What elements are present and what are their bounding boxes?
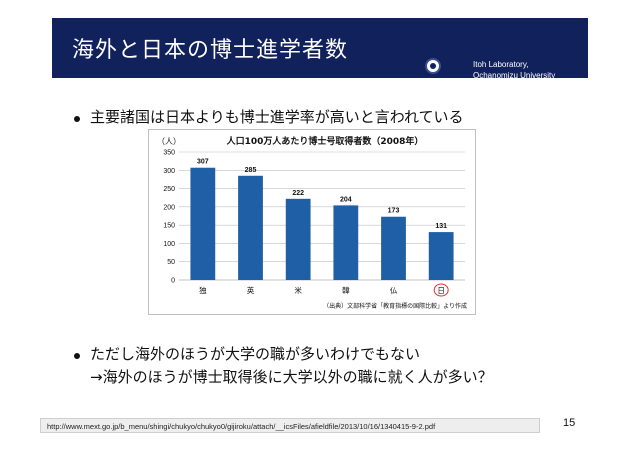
- chart-unit-label: （人）: [157, 137, 181, 146]
- chart-title: 人口100万人あたり博士号取得者数（2008年）: [226, 135, 424, 147]
- bullet-1: 主要諸国は日本よりも博士進学率が高いと言われている: [90, 108, 464, 126]
- source-url-link[interactable]: http://www.mext.go.jp/b_menu/shingi/chuk…: [40, 418, 540, 433]
- bullet-2-line-1: ただし海外のほうが大学の職が多いわけでもない: [90, 345, 421, 363]
- data-label: 173: [388, 208, 400, 215]
- bar-chart: 人口100万人あたり博士号取得者数（2008年） （人） 0 50 100 150 20…: [157, 135, 467, 310]
- bar-5: [428, 232, 454, 280]
- university-logo-icon: [425, 58, 441, 74]
- y-tick-label: 50: [167, 259, 175, 266]
- data-label: 204: [340, 196, 352, 203]
- y-tick-label: 0: [171, 278, 175, 285]
- bar-4: [381, 216, 406, 280]
- x-tick-label: 独: [199, 285, 207, 295]
- y-tick-label: 200: [163, 204, 175, 211]
- bar-1: [238, 175, 263, 280]
- y-tick-label: 150: [163, 223, 175, 230]
- chart-panel: 人口100万人あたり博士号取得者数（2008年） （人） 0 50 100 150 20…: [148, 129, 476, 315]
- chart-source: （出典）文部科学省「教育指標の国際比較」より作成: [323, 302, 467, 310]
- x-tick-label: 仏: [390, 286, 398, 295]
- bullet-2-line-2: →海外のほうが博士取得後に大学以外の職に就く人が多い？: [90, 368, 493, 386]
- data-label: 285: [245, 167, 257, 174]
- data-label: 222: [292, 190, 304, 197]
- highlight-circle: [433, 283, 449, 297]
- bar-2: [285, 198, 311, 280]
- x-tick-label: 日: [437, 286, 445, 295]
- y-tick-label: 250: [163, 186, 175, 193]
- x-tick-label: 韓: [342, 285, 350, 295]
- x-tick-label: 米: [294, 285, 302, 295]
- lab-name: Itoh Laboratory,: [473, 60, 529, 69]
- slide-title: 海外と日本の博士進学者数: [72, 38, 349, 63]
- data-label: 131: [435, 223, 447, 230]
- university-name: Ochanomizu University: [473, 71, 556, 80]
- bar-3: [333, 205, 359, 280]
- page-number: 15: [563, 417, 576, 429]
- x-tick-label: 英: [247, 285, 255, 295]
- y-tick-label: 300: [163, 168, 175, 175]
- bullet-dot-1: [74, 116, 80, 122]
- y-tick-label: 100: [163, 241, 175, 248]
- y-tick-label: 350: [163, 150, 175, 157]
- lab-credit: Itoh Laboratory, Ochanomizu University: [473, 59, 555, 81]
- bullet-dot-2: [74, 353, 80, 359]
- slide-header: 海外と日本の博士進学者数 Itoh Laboratory, Ochanomizu…: [52, 18, 588, 81]
- bar-0: [190, 167, 216, 280]
- data-label: 307: [197, 159, 209, 166]
